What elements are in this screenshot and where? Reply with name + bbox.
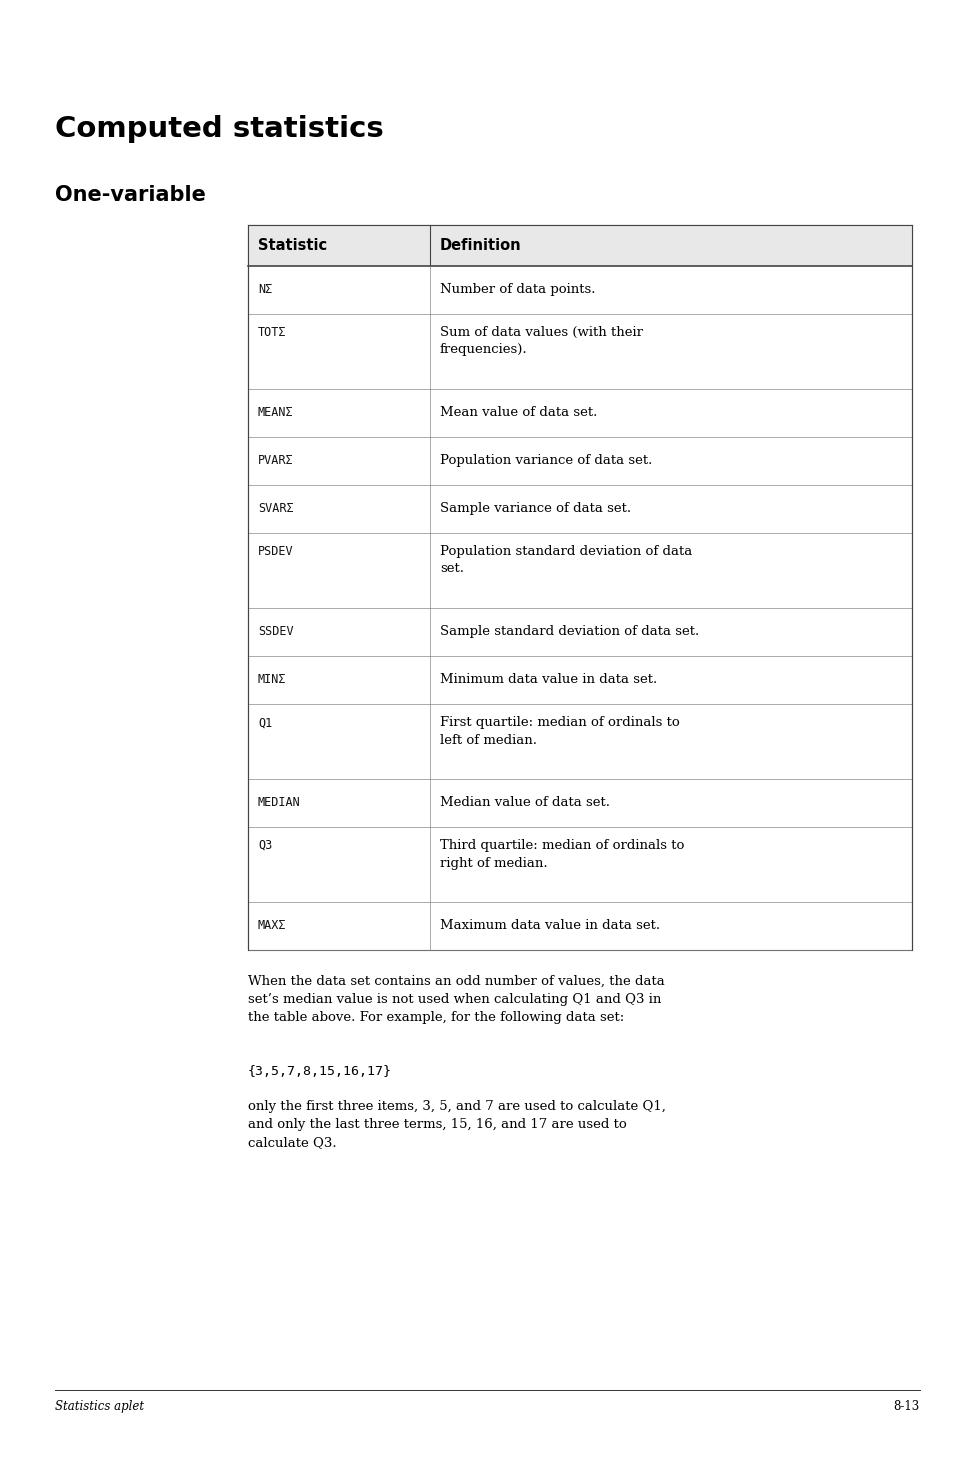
Text: SSDEV: SSDEV (257, 625, 294, 638)
Text: Population standard deviation of data
set.: Population standard deviation of data se… (439, 545, 692, 575)
Text: First quartile: median of ordinals to
left of median.: First quartile: median of ordinals to le… (439, 716, 679, 747)
Text: NΣ: NΣ (257, 283, 272, 296)
Text: Sample standard deviation of data set.: Sample standard deviation of data set. (439, 625, 699, 638)
Text: Computed statistics: Computed statistics (55, 116, 383, 143)
Text: Mean value of data set.: Mean value of data set. (439, 406, 597, 419)
Text: Q3: Q3 (257, 839, 272, 852)
Text: PSDEV: PSDEV (257, 545, 294, 558)
Text: SVARΣ: SVARΣ (257, 502, 294, 515)
Text: only the first three items, 3, 5, and 7 are used to calculate Q1,
and only the l: only the first three items, 3, 5, and 7 … (248, 1099, 665, 1149)
Bar (248, 225, 911, 265)
Text: MEANΣ: MEANΣ (257, 406, 294, 419)
Text: Minimum data value in data set.: Minimum data value in data set. (439, 673, 657, 687)
Text: When the data set contains an odd number of values, the data
set’s median value : When the data set contains an odd number… (248, 975, 664, 1023)
Text: Sample variance of data set.: Sample variance of data set. (439, 502, 631, 515)
Text: Maximum data value in data set.: Maximum data value in data set. (439, 919, 659, 933)
Text: Number of data points.: Number of data points. (439, 283, 595, 296)
Text: PVARΣ: PVARΣ (257, 454, 294, 467)
Text: {3,5,7,8,15,16,17}: {3,5,7,8,15,16,17} (248, 1064, 392, 1078)
Text: Population variance of data set.: Population variance of data set. (439, 454, 652, 467)
Text: Statistic: Statistic (257, 237, 327, 253)
Text: TOTΣ: TOTΣ (257, 326, 286, 338)
Text: Statistics aplet: Statistics aplet (55, 1400, 144, 1413)
Text: Definition: Definition (439, 237, 521, 253)
Text: 8-13: 8-13 (893, 1400, 919, 1413)
Text: MAXΣ: MAXΣ (257, 919, 286, 933)
Text: One-variable: One-variable (55, 184, 206, 205)
Text: Sum of data values (with their
frequencies).: Sum of data values (with their frequenci… (439, 326, 642, 356)
Bar (248, 225, 911, 950)
Text: Third quartile: median of ordinals to
right of median.: Third quartile: median of ordinals to ri… (439, 839, 683, 870)
Text: MEDIAN: MEDIAN (257, 796, 300, 810)
Text: Q1: Q1 (257, 716, 272, 729)
Text: Median value of data set.: Median value of data set. (439, 796, 609, 810)
Text: MINΣ: MINΣ (257, 673, 286, 687)
